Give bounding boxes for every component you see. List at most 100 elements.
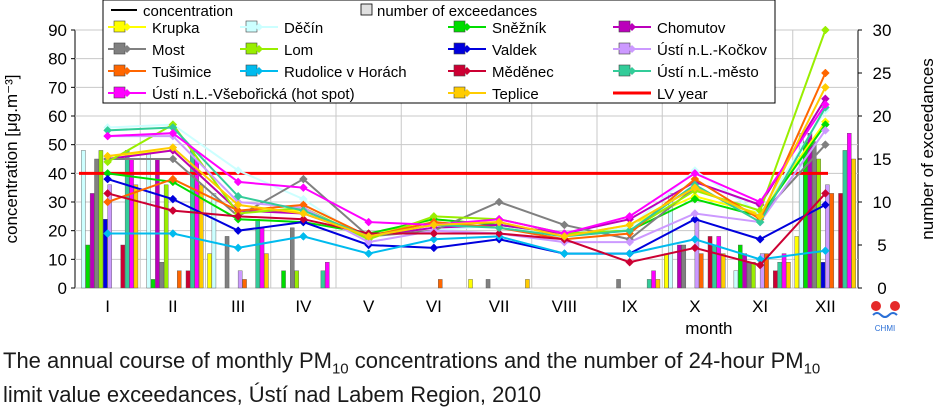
concentration-point (560, 220, 569, 230)
concentration-point (690, 183, 700, 193)
x-tick-label: X (689, 297, 700, 316)
exceedance-bar (89, 193, 95, 289)
left-tick-label: 40 (48, 164, 67, 183)
exceedance-bar (829, 193, 835, 289)
concentration-point (821, 25, 830, 35)
concentration-point (168, 143, 178, 152)
left-tick-label: 70 (48, 78, 67, 97)
caption-part3: limit value exceedances, Ústí nad Labem … (3, 382, 542, 408)
concentration-point (168, 154, 178, 164)
left-tick-label: 80 (48, 50, 67, 69)
concentration-point (429, 234, 439, 244)
exceedance-bar (468, 279, 473, 289)
exceedance-bar (677, 244, 682, 289)
exceedance-bar (177, 270, 182, 289)
left-tick-label: 20 (48, 222, 67, 241)
legend-marker (123, 23, 131, 31)
x-tick-label: VI (426, 297, 442, 316)
concentration-point (625, 211, 634, 221)
legend-exceedance-label: number of exceedances (377, 3, 537, 20)
concentration-point (755, 197, 765, 207)
legend-series-label: Děčín (284, 20, 323, 37)
exceedance-bar (81, 150, 86, 289)
left-tick-label: 60 (48, 107, 67, 126)
exceedance-bar (812, 141, 817, 289)
x-tick-label: VIII (552, 297, 578, 316)
legend-marker (255, 23, 263, 31)
legend-series-label: Chomutov (657, 20, 726, 37)
exceedance-bar (94, 158, 99, 289)
concentration-point (625, 226, 634, 236)
x-tick-label: IV (295, 297, 312, 316)
concentration-point (560, 232, 569, 241)
exceedance-bar (255, 218, 260, 289)
exceedance-bar (85, 244, 91, 289)
legend-series-label: Ústí n.L.-Kočkov (657, 42, 768, 59)
exceedance-bar (646, 279, 652, 289)
exceedance-bar (694, 218, 700, 289)
concentration-point (364, 232, 373, 241)
exceedance-bar (325, 262, 330, 289)
chmi-logo: CHMI (871, 301, 900, 333)
concentration-point (168, 229, 178, 238)
legend-exceedance-swatch (360, 3, 373, 16)
concentration-point (233, 191, 243, 201)
concentration-point (821, 100, 830, 109)
x-tick-label: V (363, 297, 375, 316)
concentration-lines (103, 25, 830, 270)
legend: concentration number of exceedances Krupka… (102, 0, 776, 104)
exceedance-bar (237, 270, 243, 289)
legend-box (102, 0, 776, 104)
concentration-point (494, 197, 504, 207)
exceedance-bar (742, 253, 747, 289)
concentration-point (690, 168, 700, 178)
exceedance-bar (129, 158, 134, 289)
concentration-point (821, 68, 830, 78)
exceedance-bar (150, 279, 156, 289)
exceedance-bar (716, 236, 722, 289)
concentration-point (429, 229, 439, 238)
concentration-point (168, 174, 178, 184)
concentration-line (107, 106, 827, 238)
exceedance-bar (707, 236, 713, 289)
exceedance-bar (794, 236, 800, 289)
legend-marker (463, 67, 471, 75)
exceedance-bar (773, 270, 778, 289)
concentration-point (625, 249, 634, 258)
concentration-point (690, 243, 700, 253)
concentration-line (107, 232, 826, 261)
exceedance-bar (155, 158, 160, 289)
concentration-point (494, 229, 504, 238)
concentration-point (233, 166, 243, 175)
concentration-point (103, 157, 112, 167)
concentration-point (103, 174, 112, 184)
logo-text: CHMI (875, 324, 895, 333)
exceedance-bar (759, 253, 765, 289)
legend-series-label: Lom (284, 42, 313, 59)
concentration-point (755, 260, 765, 270)
legend-marker (123, 67, 131, 75)
exceedance-bar (751, 262, 756, 289)
concentration-point (233, 226, 243, 236)
exceedance-bar (124, 150, 130, 289)
legend-series-label: Krupka (152, 20, 200, 37)
right-tick-label: 15 (873, 150, 892, 169)
concentration-point (625, 257, 634, 267)
exceedance-bar (655, 279, 661, 289)
legend-series-label: Sněžník (492, 20, 547, 37)
concentration-point (299, 209, 308, 218)
legend-marker (628, 67, 636, 75)
concentration-point (233, 200, 243, 210)
exceedance-bar (816, 158, 821, 289)
legend-series-label: Most (152, 42, 185, 59)
figure-caption: The annual course of monthly PM10 concen… (3, 348, 947, 408)
concentration-point (103, 189, 112, 198)
concentration-point (625, 220, 634, 230)
concentration-line (107, 86, 827, 238)
exceedance-bars (81, 132, 856, 289)
exceedance-bar (838, 193, 843, 289)
exceedance-bar (103, 218, 108, 289)
exceedance-bar (98, 150, 104, 289)
concentration-point (755, 217, 765, 227)
exceedance-bar (438, 279, 443, 289)
